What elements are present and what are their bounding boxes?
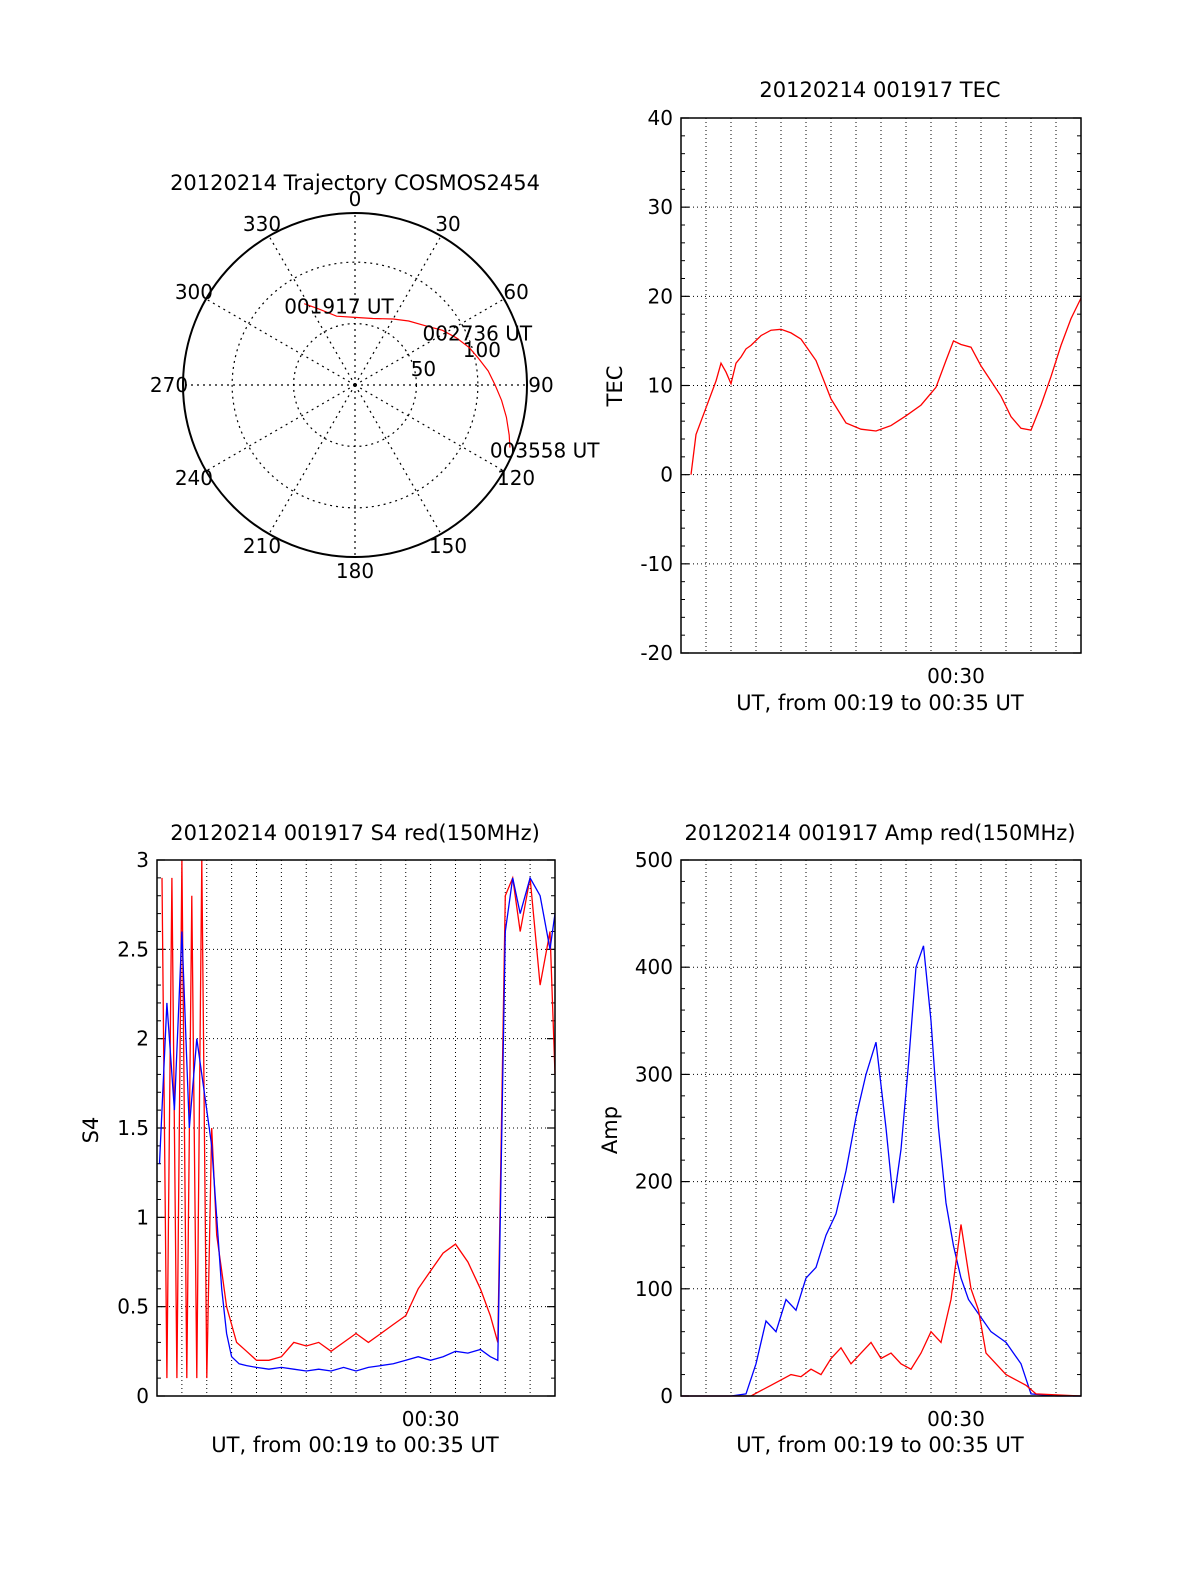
- polar-radial-label-50: 50: [411, 357, 436, 381]
- series-line-red: [690, 297, 1082, 475]
- series-line-red: [161, 859, 556, 1379]
- y-tick-label: 500: [635, 848, 673, 872]
- series-line-red: [681, 1224, 1082, 1397]
- polar-outer-circle: [182, 212, 528, 558]
- polar-spoke-30: [354, 235, 442, 386]
- tec-title: 20120214 001917 TEC: [759, 78, 1000, 102]
- polar-azimuth-label-60: 60: [503, 280, 528, 304]
- y-tick-label: 2: [136, 1027, 149, 1051]
- plot-frame: [680, 117, 1082, 654]
- trajectory-azimuth-labels: 0 30 60 90 120 150 180 210 240 270 300 330: [150, 187, 554, 583]
- amp-title: 20120214 001917 Amp red(150MHz): [684, 821, 1075, 845]
- polar-spoke-330: [268, 235, 356, 386]
- polar-azimuth-label-90: 90: [528, 373, 553, 397]
- y-tick-label: -10: [640, 552, 673, 576]
- polar-azimuth-label-180: 180: [336, 559, 374, 583]
- polar-azimuth-label-270: 270: [150, 373, 188, 397]
- y-tick-label: 200: [635, 1170, 673, 1194]
- amp-panel: 20120214 001917 Amp red(150MHz) 0 100 200 3…: [598, 821, 1082, 1457]
- x-tick-label: 00:30: [927, 1407, 985, 1431]
- trajectory-radial-labels: 50 100: [411, 338, 501, 381]
- y-tick-label: 0.5: [117, 1295, 149, 1319]
- tec-ylabel: TEC: [603, 366, 627, 408]
- plot-frame: [680, 859, 1082, 1397]
- polar-spoke-300: [205, 298, 356, 386]
- s4-plot-area: 0 0.5 1 1.5 2 2.5 3 00:30: [117, 848, 556, 1431]
- polar-azimuth-label-150: 150: [429, 534, 467, 558]
- trajectory-annotations: 001917 UT 002736 UT 003558 UT: [284, 295, 600, 463]
- y-tick-label: 0: [660, 1384, 673, 1408]
- tec-xlabel: UT, from 00:19 to 00:35 UT: [736, 691, 1024, 715]
- polar-spoke-240: [205, 384, 356, 472]
- amp-ylabel: Amp: [598, 1106, 622, 1154]
- trajectory-grid: [182, 212, 528, 558]
- polar-azimuth-label-30: 30: [435, 212, 460, 236]
- y-tick-label: 40: [648, 106, 673, 130]
- y-tick-label: 0: [660, 463, 673, 487]
- trajectory-title: 20120214 Trajectory COSMOS2454: [170, 171, 540, 195]
- plot-frame: [156, 859, 556, 1397]
- polar-azimuth-label-240: 240: [175, 466, 213, 490]
- y-tick-label: 1.5: [117, 1116, 149, 1140]
- y-tick-label: 20: [648, 284, 673, 308]
- polar-azimuth-label-120: 120: [497, 466, 535, 490]
- y-tick-label: -20: [640, 641, 673, 665]
- amp-plot-area: 0 100 200 300 400 500 00:30: [635, 848, 1082, 1431]
- polar-azimuth-label-210: 210: [243, 534, 281, 558]
- trajectory-track: [303, 303, 511, 448]
- y-tick-label: 10: [648, 374, 673, 398]
- trajectory-time-label: 003558 UT: [490, 439, 600, 463]
- trajectory-panel: 20120214 Trajectory COSMOS2454 0 30 60 90 12…: [150, 171, 600, 583]
- trajectory-time-label: 002736 UT: [423, 321, 533, 345]
- s4-panel: 20120214 001917 S4 red(150MHz) 0 0.5 1 1.5 2…: [79, 821, 556, 1457]
- polar-radial-label-100: 100: [463, 338, 501, 362]
- polar-spoke-210: [268, 384, 356, 535]
- x-tick-label: 00:30: [402, 1407, 460, 1431]
- polar-range-ring-100: [231, 261, 479, 509]
- y-tick-label: 1: [136, 1205, 149, 1229]
- tec-plot-area: -20 -10 0 10 20 30 40 00:30: [640, 106, 1082, 688]
- y-tick-label: 400: [635, 955, 673, 979]
- s4-xlabel: UT, from 00:19 to 00:35 UT: [211, 1433, 499, 1457]
- polar-azimuth-label-330: 330: [243, 212, 281, 236]
- x-tick-label: 00:30: [927, 664, 985, 688]
- polar-spoke-120: [354, 384, 505, 472]
- s4-title: 20120214 001917 S4 red(150MHz): [170, 821, 540, 845]
- polar-azimuth-label-0: 0: [349, 187, 362, 211]
- y-tick-label: 3: [136, 848, 149, 872]
- amp-xlabel: UT, from 00:19 to 00:35 UT: [736, 1433, 1024, 1457]
- series-line-blue: [158, 876, 556, 1372]
- polar-spoke-150: [354, 384, 442, 535]
- series-line-blue: [681, 945, 1081, 1397]
- y-tick-label: 100: [635, 1277, 673, 1301]
- y-tick-label: 30: [648, 195, 673, 219]
- y-tick-label: 0: [136, 1384, 149, 1408]
- polar-azimuth-label-300: 300: [175, 280, 213, 304]
- tec-panel: 20120214 001917 TEC -20 -10 0 10 20 30 40 00:30…: [603, 78, 1082, 715]
- y-tick-label: 2.5: [117, 937, 149, 961]
- y-tick-label: 300: [635, 1062, 673, 1086]
- trajectory-time-label: 001917 UT: [284, 295, 394, 319]
- polar-spoke-60: [354, 298, 505, 386]
- s4-ylabel: S4: [79, 1117, 103, 1144]
